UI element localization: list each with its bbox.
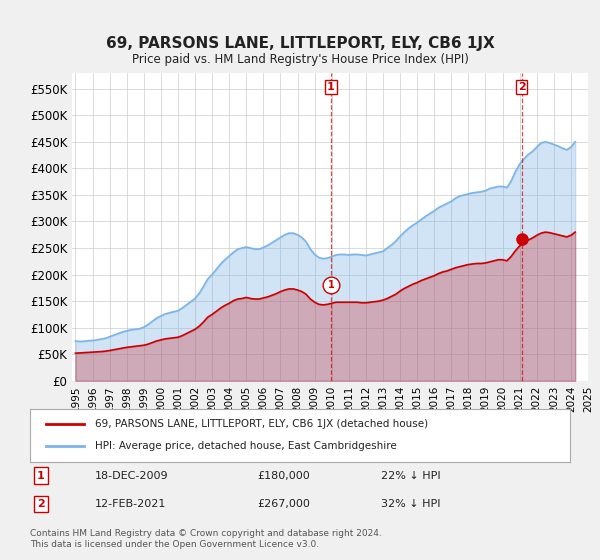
Text: 1: 1 — [327, 82, 335, 92]
Text: Price paid vs. HM Land Registry's House Price Index (HPI): Price paid vs. HM Land Registry's House … — [131, 53, 469, 66]
Text: 69, PARSONS LANE, LITTLEPORT, ELY, CB6 1JX (detached house): 69, PARSONS LANE, LITTLEPORT, ELY, CB6 1… — [95, 419, 428, 429]
Text: £180,000: £180,000 — [257, 470, 310, 480]
Text: 22% ↓ HPI: 22% ↓ HPI — [381, 470, 440, 480]
Text: 18-DEC-2009: 18-DEC-2009 — [95, 470, 169, 480]
Text: £267,000: £267,000 — [257, 499, 310, 509]
Text: 1: 1 — [328, 280, 334, 290]
Text: 1: 1 — [37, 470, 44, 480]
Text: 2: 2 — [518, 82, 526, 92]
Text: 32% ↓ HPI: 32% ↓ HPI — [381, 499, 440, 509]
Text: Contains HM Land Registry data © Crown copyright and database right 2024.
This d: Contains HM Land Registry data © Crown c… — [30, 529, 382, 549]
Text: 2: 2 — [37, 499, 44, 509]
Text: 69, PARSONS LANE, LITTLEPORT, ELY, CB6 1JX: 69, PARSONS LANE, LITTLEPORT, ELY, CB6 1… — [106, 36, 494, 52]
Text: 12-FEB-2021: 12-FEB-2021 — [95, 499, 166, 509]
Text: HPI: Average price, detached house, East Cambridgeshire: HPI: Average price, detached house, East… — [95, 441, 397, 451]
